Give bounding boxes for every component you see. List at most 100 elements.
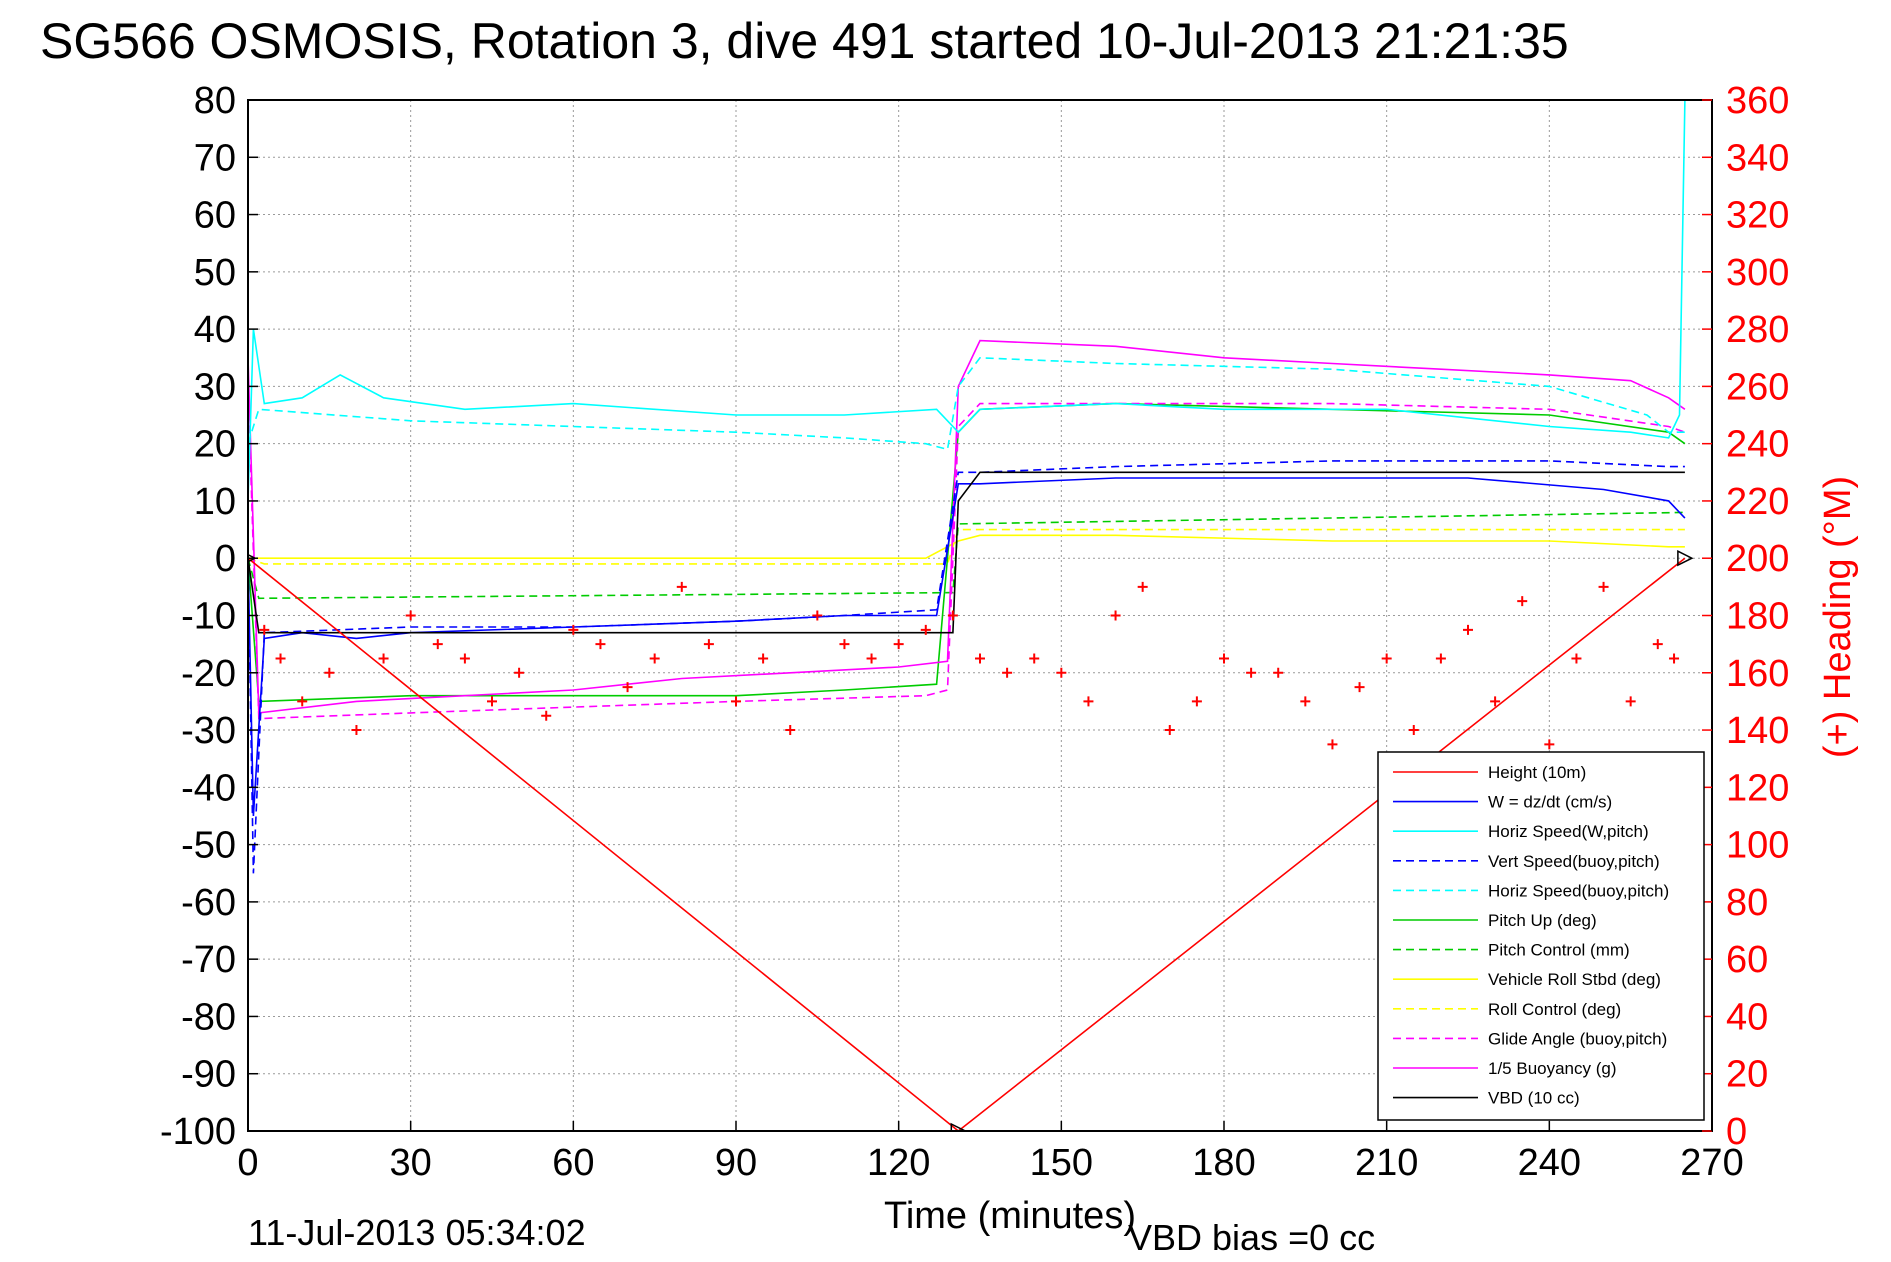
heading-marker: [514, 667, 525, 678]
height-marker: [1677, 550, 1694, 567]
y2-tick-label: 120: [1726, 767, 1789, 809]
heading-marker: [676, 581, 687, 592]
y-tick-label: -60: [181, 882, 236, 924]
x-ticks: 0 30 60 90 120 150 180 210 240 270: [237, 1121, 1744, 1184]
heading-marker: [1164, 725, 1175, 736]
heading-marker: [1381, 653, 1392, 664]
y-tick-label: -70: [181, 939, 236, 981]
heading-marker: [432, 639, 443, 650]
y-tick-label: -80: [181, 996, 236, 1038]
y-tick-label: 50: [194, 252, 236, 294]
heading-marker: [649, 653, 660, 664]
y-tick-label: -40: [181, 767, 236, 809]
heading-marker: [920, 624, 931, 635]
heading-marker: [541, 710, 552, 721]
chart-title: SG566 OSMOSIS, Rotation 3, dive 491 star…: [40, 13, 1569, 69]
heading-marker: [487, 696, 497, 707]
legend: Height (10m) W = dz/dt (cm/s) Horiz Speed(…: [1377, 751, 1705, 1121]
series-layer: [248, 100, 1694, 1131]
height-marker: [950, 1122, 967, 1131]
y2-tick-label: 40: [1726, 996, 1768, 1038]
y2-tick-label: 140: [1726, 710, 1789, 752]
y2-tick-label: 300: [1726, 252, 1789, 294]
heading-marker: [758, 653, 769, 664]
y-tick-label: -100: [160, 1111, 236, 1153]
y-tick-label: 80: [194, 80, 236, 122]
y-tick-label: 20: [194, 424, 236, 466]
heading-marker: [1002, 667, 1013, 678]
x-tick-label: 270: [1680, 1142, 1743, 1184]
legend-label-w: W = dz/dt (cm/s): [1488, 793, 1612, 812]
heading-marker: [1354, 682, 1365, 693]
heading-marker: [1137, 581, 1148, 592]
heading-marker: [1652, 639, 1663, 650]
y-tick-label: -10: [181, 596, 236, 638]
x-tick-label: 210: [1355, 1142, 1418, 1184]
y2-tick-label: 320: [1726, 195, 1789, 237]
y2-tick-label: 60: [1726, 939, 1768, 981]
heading-marker: [1490, 696, 1501, 707]
series-line-horiz_buoy: [248, 356, 1685, 451]
legend-label-horiz_buoy: Horiz Speed(buoy,pitch): [1488, 881, 1669, 900]
heading-marker: [1219, 653, 1229, 664]
y-tick-label: -20: [181, 653, 236, 695]
heading-marker: [1408, 725, 1419, 736]
legend-label-vert_buoy: Vert Speed(buoy,pitch): [1488, 852, 1660, 871]
series-line-buoy: [248, 339, 1686, 714]
y2-tick-label: 260: [1726, 366, 1789, 408]
left-y-ticks: 80 70 60 50 40 30 20 10 0 -10 -20 -30 -40 -50 -60 -70 -8…: [160, 80, 258, 1153]
y2-tick-label: 200: [1726, 538, 1789, 580]
legend-label-horiz_w: Horiz Speed(W,pitch): [1488, 822, 1649, 841]
heading-marker: [1110, 610, 1121, 621]
heading-marker: [1435, 653, 1446, 664]
series-line-pitch_up: [248, 402, 1686, 703]
heading-marker: [703, 639, 714, 650]
y2-tick-label: 180: [1726, 596, 1789, 638]
heading-marker: [622, 682, 633, 693]
x-tick-label: 240: [1518, 1142, 1581, 1184]
y2-tick-label: 340: [1726, 137, 1789, 179]
heading-marker: [866, 653, 877, 664]
x-tick-label: 30: [390, 1142, 432, 1184]
legend-label-glide: Glide Angle (buoy,pitch): [1488, 1029, 1667, 1048]
end-time-note: 11-Jul-2013 05:34:02: [248, 1212, 586, 1253]
legend-label-height: Height (10m): [1488, 763, 1586, 782]
heading-marker: [1669, 653, 1680, 664]
heading-marker: [812, 610, 823, 621]
y2-tick-label: 240: [1726, 424, 1789, 466]
heading-marker: [1598, 581, 1609, 592]
legend-label-vbd: VBD (10 cc): [1488, 1089, 1580, 1108]
y-tick-label: 40: [194, 309, 236, 351]
right-y-ticks: 3603403203002802602402202001801601401201…: [1702, 80, 1789, 1153]
heading-marker: [1463, 624, 1473, 635]
x-tick-label: 150: [1030, 1142, 1093, 1184]
y-tick-label: 30: [194, 366, 236, 408]
y2-tick-label: 80: [1726, 882, 1768, 924]
heading-marker: [839, 639, 850, 650]
heading-marker: [1029, 653, 1040, 664]
x-axis-label: Time (minutes): [884, 1195, 1136, 1237]
y2-tick-label: 280: [1726, 309, 1789, 351]
series-line-roll_ctrl: [248, 528, 1685, 565]
heading-marker: [1273, 667, 1284, 678]
x-tick-label: 90: [715, 1142, 757, 1184]
heading-marker: [259, 624, 270, 635]
series-line-height: [248, 557, 1686, 1131]
heading-marker: [1625, 696, 1636, 707]
y2-tick-label: 20: [1726, 1054, 1768, 1096]
y2-tick-label: 220: [1726, 481, 1789, 523]
heading-marker: [595, 639, 606, 650]
heading-marker: [324, 667, 335, 678]
heading-marker: [459, 653, 470, 664]
y2-tick-label: 360: [1726, 80, 1789, 122]
y-tick-label: 0: [215, 538, 236, 580]
series-line-roll: [248, 534, 1685, 560]
series-line-vert_buoy: [248, 460, 1685, 874]
legend-label-pitch_up: Pitch Up (deg): [1488, 911, 1597, 930]
legend-box: [1377, 751, 1705, 1121]
heading-marker: [947, 610, 958, 621]
series-line-horiz_w: [248, 100, 1686, 501]
heading-marker: [1517, 596, 1528, 607]
heading-marker: [1300, 696, 1311, 707]
y2-axis-label: (+) Heading (°M): [1817, 476, 1859, 758]
